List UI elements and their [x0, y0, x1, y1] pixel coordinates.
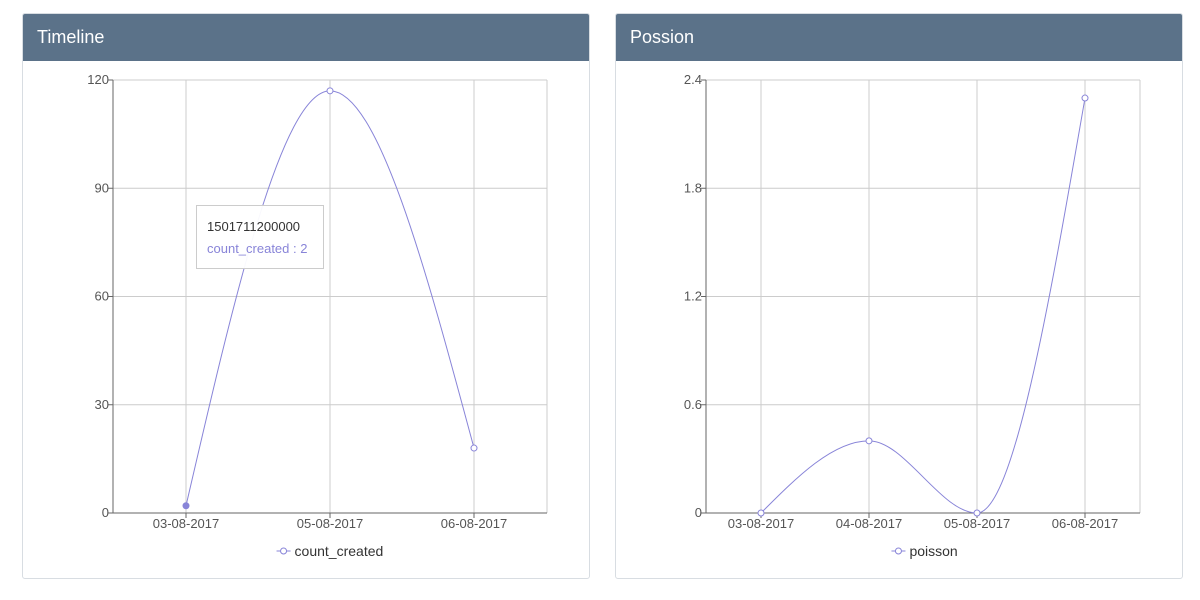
legend-marker-icon — [894, 547, 902, 555]
tooltip-separator: : — [293, 241, 301, 256]
tooltip-series-name: count_created — [207, 241, 290, 256]
tooltip-value: 2 — [300, 241, 308, 256]
timeline-panel: Timeline 0 30 60 90 120 03-08-2017 05-08-2017 0… — [22, 13, 590, 579]
y-tick-label: 0 — [695, 505, 702, 520]
x-tick-label: 03-08-2017 — [153, 516, 220, 531]
y-tick-label: 90 — [95, 180, 109, 195]
y-tick-label: 120 — [87, 72, 109, 87]
data-point — [470, 444, 478, 452]
data-point — [182, 502, 190, 510]
data-point — [757, 509, 765, 517]
legend-label: count_created — [295, 543, 384, 559]
x-tick-label: 06-08-2017 — [1052, 516, 1119, 531]
chart-tooltip: 1501711200000 count_created : 2 — [196, 205, 324, 269]
y-tick-label: 2.4 — [684, 72, 702, 87]
data-point — [973, 509, 981, 517]
tooltip-item: count_created : 2 — [207, 238, 313, 260]
poisson-chart[interactable]: 0 0.6 1.2 1.8 2.4 03-08-2017 04-08-2017 05-08-2… — [616, 61, 1182, 578]
panel-title: Possion — [630, 27, 695, 47]
y-tick-label: 1.2 — [684, 289, 702, 304]
y-tick-label: 60 — [95, 289, 109, 304]
data-point — [326, 87, 334, 95]
x-tick-label: 04-08-2017 — [836, 516, 903, 531]
poisson-panel: Possion 0 0.6 1.2 1.8 2.4 03-08-2017 04-08-201… — [615, 13, 1183, 579]
y-tick-label: 30 — [95, 397, 109, 412]
x-tick-label: 05-08-2017 — [944, 516, 1011, 531]
timeline-chart[interactable]: 0 30 60 90 120 03-08-2017 05-08-2017 06-08-2017… — [23, 61, 589, 578]
series-line-poisson — [760, 97, 1086, 514]
data-point — [1081, 94, 1089, 102]
legend-marker-icon — [280, 547, 288, 555]
panel-header: Timeline — [23, 14, 589, 61]
x-tick-label: 06-08-2017 — [441, 516, 508, 531]
legend-label: poisson — [909, 543, 957, 559]
y-tick-label: 0 — [102, 505, 109, 520]
y-tick-label: 1.8 — [684, 180, 702, 195]
panel-title: Timeline — [37, 27, 105, 47]
panel-header: Possion — [616, 14, 1182, 61]
x-tick-label: 05-08-2017 — [297, 516, 364, 531]
x-tick-label: 03-08-2017 — [728, 516, 795, 531]
data-point — [865, 437, 873, 445]
y-tick-label: 0.6 — [684, 397, 702, 412]
tooltip-label: 1501711200000 — [207, 219, 301, 234]
